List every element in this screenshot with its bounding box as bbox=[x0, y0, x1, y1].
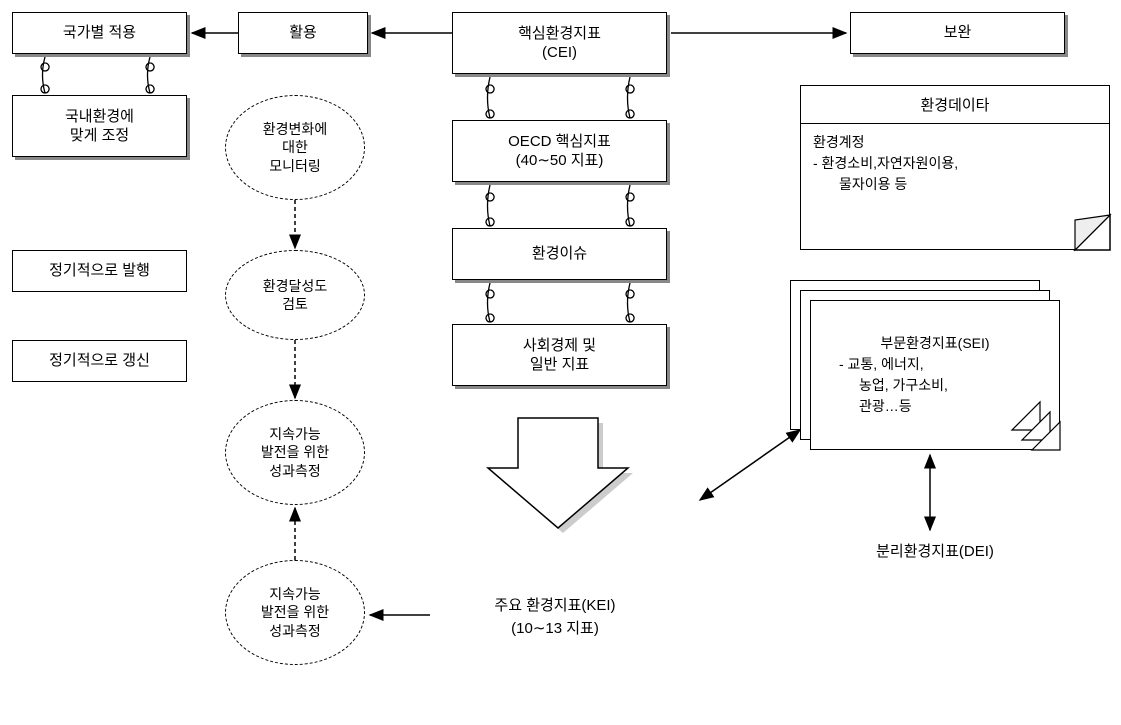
ellipse-sustain-1: 지속가능 발전을 위한 성과측정 bbox=[225, 400, 365, 505]
text-l2: 대한 bbox=[282, 138, 308, 156]
kei-l1: 주요 환경지표(KEI) bbox=[430, 595, 680, 618]
sei-l4: 관광…등 bbox=[811, 396, 912, 417]
env-data-title: 환경데이타 bbox=[801, 86, 1109, 124]
env-account-l2: - 환경소비,자연자원이용, bbox=[813, 153, 1097, 174]
sei-l2: - 교통, 에너지, bbox=[811, 354, 924, 375]
env-account-l3: 물자이용 등 bbox=[813, 174, 1097, 195]
env-account-l1: 환경계정 bbox=[813, 132, 1097, 153]
text: 정기적으로 발행 bbox=[49, 261, 150, 281]
ellipse-sustain-2: 지속가능 발전을 위한 성과측정 bbox=[225, 560, 365, 665]
text-l1: OECD 핵심지표 bbox=[508, 132, 611, 152]
ellipse-achievement: 환경달성도 검토 bbox=[225, 250, 365, 340]
text: 국가별 적용 bbox=[63, 23, 136, 43]
text-l2: 발전을 위한 bbox=[261, 443, 329, 461]
text-l2: 검토 bbox=[282, 295, 308, 313]
text-l1: 국내환경에 bbox=[65, 107, 134, 127]
label-dei: 분리환경지표(DEI) bbox=[830, 540, 1040, 561]
text: 활용 bbox=[289, 23, 317, 43]
text-l3: 성과측정 bbox=[269, 622, 321, 640]
box-utilize: 활용 bbox=[238, 12, 368, 54]
text-l1: 지속가능 bbox=[269, 585, 321, 603]
box-socio: 사회경제 및 일반 지표 bbox=[452, 324, 667, 386]
page-sei: 부문환경지표(SEI) - 교통, 에너지, 농업, 가구소비, 관광…등 bbox=[810, 300, 1060, 450]
sei-l3: 농업, 가구소비, bbox=[811, 375, 948, 396]
box-cei: 핵심환경지표 (CEI) bbox=[452, 12, 667, 74]
page-env-data: 환경데이타 환경계정 - 환경소비,자연자원이용, 물자이용 등 bbox=[800, 85, 1110, 250]
text: 보완 bbox=[944, 23, 972, 43]
box-country-apply: 국가별 적용 bbox=[12, 12, 187, 54]
box-domestic-adjust: 국내환경에 맞게 조정 bbox=[12, 95, 187, 157]
text-l2: 맞게 조정 bbox=[70, 126, 129, 146]
kei-l2: (10∼13 지표) bbox=[430, 618, 680, 641]
box-env-issue: 환경이슈 bbox=[452, 228, 667, 280]
text-l2: 발전을 위한 bbox=[261, 603, 329, 621]
box-oecd: OECD 핵심지표 (40∼50 지표) bbox=[452, 120, 667, 182]
text-l1: 사회경제 및 bbox=[523, 336, 596, 356]
text-l1: 환경달성도 bbox=[263, 277, 327, 295]
ellipse-monitoring: 환경변화에 대한 모니터링 bbox=[225, 95, 365, 200]
text: 정기적으로 갱신 bbox=[49, 351, 150, 371]
text-l2: (CEI) bbox=[542, 43, 577, 63]
text-l1: 핵심환경지표 bbox=[518, 24, 601, 44]
dei-text: 분리환경지표(DEI) bbox=[876, 543, 994, 560]
text-l1: 환경변화에 bbox=[263, 120, 327, 138]
box-periodic-publish: 정기적으로 발행 bbox=[12, 250, 187, 292]
sei-l1: 부문환경지표(SEI) bbox=[880, 333, 989, 354]
label-kei: 주요 환경지표(KEI) (10∼13 지표) bbox=[430, 595, 680, 640]
text-l2: (40∼50 지표) bbox=[516, 151, 604, 171]
text-l3: 성과측정 bbox=[269, 462, 321, 480]
box-periodic-renew: 정기적으로 갱신 bbox=[12, 340, 187, 382]
text-l3: 모니터링 bbox=[269, 157, 321, 175]
text: 환경이슈 bbox=[532, 244, 587, 264]
text-l1: 지속가능 bbox=[269, 425, 321, 443]
text-l2: 일반 지표 bbox=[530, 355, 589, 375]
box-complement: 보완 bbox=[850, 12, 1065, 54]
